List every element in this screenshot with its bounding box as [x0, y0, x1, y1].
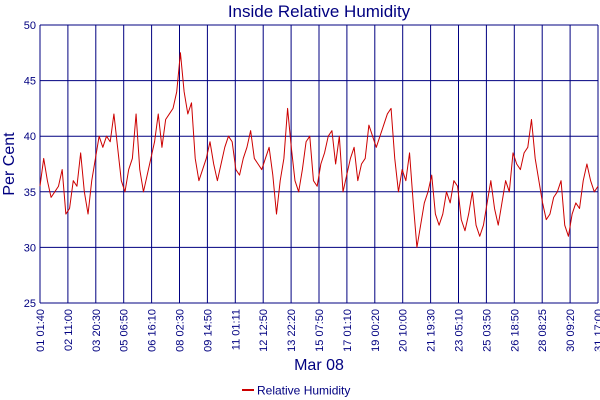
y-tick-label: 25	[24, 298, 36, 310]
x-tick-label: 11 01:11	[230, 309, 242, 350]
y-tick-label: 50	[24, 20, 36, 32]
y-tick-label: 45	[24, 76, 36, 88]
x-tick-label: 20 10:00	[398, 309, 410, 352]
y-tick-label: 35	[24, 187, 36, 199]
x-tick-label: 02 11:00	[63, 309, 75, 351]
x-tick-label: 17 01:10	[342, 309, 354, 352]
y-tick-label: 40	[24, 131, 36, 143]
x-tick-label: 03 20:30	[91, 309, 103, 352]
x-tick-label: 08 02:30	[175, 309, 187, 352]
x-tick-label: 31 17:00	[593, 309, 600, 352]
x-tick-label: 15 07:50	[314, 309, 326, 352]
x-tick-label: 19 00:20	[370, 309, 382, 352]
x-tick-label: 01 01:40	[35, 309, 47, 352]
x-tick-label: 12 12:50	[258, 309, 270, 352]
x-axis-label: Mar 08	[294, 357, 344, 374]
grid	[39, 24, 599, 304]
x-tick-label: 06 16:10	[147, 309, 159, 352]
series-layer	[39, 52, 599, 248]
x-tick-label: 25 03:50	[481, 309, 493, 352]
chart-title: Inside Relative Humidity	[228, 2, 411, 21]
x-tick-label: 13 22:20	[286, 309, 298, 352]
legend-label: Relative Humidity	[257, 384, 350, 398]
x-tick-label: 30 09:20	[565, 309, 577, 352]
x-tick-label: 26 18:50	[509, 309, 521, 352]
x-tick-label: 28 08:25	[537, 309, 549, 352]
series-line	[39, 52, 599, 248]
legend: Relative Humidity	[242, 384, 350, 398]
x-tick-labels: 01 01:40 02 11:00 03 20:30 05 06:50 06 16:10…	[35, 309, 600, 352]
x-tick-label: 09 14:50	[202, 309, 214, 352]
y-tick-labels: 25 30 35 40 45 50	[24, 20, 36, 310]
x-tick-label: 05 06:50	[119, 309, 131, 352]
y-tick-label: 30	[24, 242, 36, 254]
x-tick-label: 21 19:30	[426, 309, 438, 352]
x-tick-label: 23 05:10	[454, 309, 466, 352]
y-axis-label: Per Cent	[1, 132, 18, 196]
